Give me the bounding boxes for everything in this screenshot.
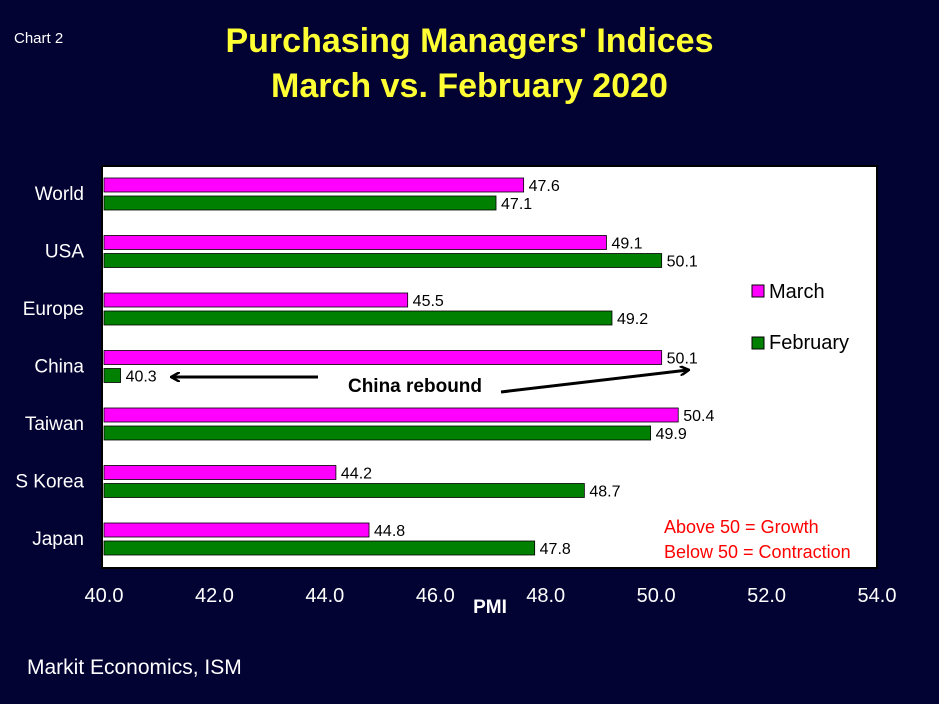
note-contraction: Below 50 = Contraction	[664, 542, 851, 562]
bar-march-taiwan	[103, 407, 679, 423]
data-label-march-china: 50.1	[667, 351, 698, 368]
bar-march-japan	[103, 522, 370, 538]
data-label-february-japan: 47.8	[540, 541, 571, 558]
bars-group: 47.647.1 49.1 50.1 45.5 49.2 50.1 40.3 50.449.9…	[103, 177, 714, 558]
plot-area	[101, 165, 878, 569]
category-label-taiwan: Taiwan	[25, 414, 84, 435]
x-tick-54-0: 54.0	[858, 585, 897, 607]
chart-title-line1: Purchasing Managers' Indices	[225, 22, 714, 60]
bar-february-usa	[103, 253, 663, 268]
x-tick-labels: 40.0 42.0 44.0 46.0 48.0 50.0 52.0 54.0	[85, 585, 897, 607]
data-label-march-usa: 49.1	[611, 236, 642, 253]
arrow-right	[500, 370, 688, 394]
chart-title-line2: March vs. February 2020	[271, 67, 668, 105]
x-tick-46-0: 46.0	[416, 585, 455, 607]
legend-swatch-february	[751, 336, 765, 350]
x-tick-42-0: 42.0	[195, 585, 234, 607]
bar-march-usa	[103, 235, 607, 250]
data-label-february-taiwan: 49.9	[656, 426, 687, 443]
data-label-february-world: 47.1	[501, 196, 532, 213]
bar-february-europe	[103, 310, 613, 326]
category-labels: World USA Europe China Taiwan S Korea Japan	[15, 184, 84, 550]
legend-label-march: March	[769, 281, 825, 303]
data-label-february-s-korea: 48.7	[589, 484, 620, 501]
data-label-march-europe: 45.5	[413, 293, 444, 310]
legend: March February	[751, 281, 849, 354]
bar-february-japan	[103, 540, 536, 556]
data-label-march-world: 47.6	[529, 178, 560, 195]
x-tick-40-0: 40.0	[85, 585, 124, 607]
legend-label-february: February	[769, 332, 849, 354]
bar-february-china	[103, 368, 121, 383]
bar-march-s-korea	[103, 465, 337, 480]
data-label-february-usa: 50.1	[667, 254, 698, 271]
bar-february-taiwan	[103, 425, 652, 441]
legend-swatch-march	[751, 284, 765, 298]
x-tick-48-0: 48.0	[526, 585, 565, 607]
data-label-march-japan: 44.8	[374, 523, 405, 540]
category-label-s-korea: S Korea	[15, 472, 84, 493]
chart-id-label: Chart 2	[14, 30, 64, 47]
bar-february-s-korea	[103, 483, 585, 498]
category-label-europe: Europe	[23, 299, 84, 320]
data-label-march-s-korea: 44.2	[341, 466, 372, 483]
x-tick-44-0: 44.0	[305, 585, 344, 607]
data-label-march-taiwan: 50.4	[683, 408, 714, 425]
x-tick-50-0: 50.0	[637, 585, 676, 607]
data-label-february-europe: 49.2	[617, 311, 648, 328]
data-label-february-china: 40.3	[126, 369, 157, 386]
x-tick-52-0: 52.0	[747, 585, 786, 607]
x-axis-label: PMI	[473, 597, 507, 618]
category-label-china: China	[34, 357, 84, 378]
source-note: Markit Economics, ISM	[27, 656, 242, 679]
bar-february-world	[103, 195, 497, 211]
bar-march-world	[103, 177, 525, 193]
note-growth: Above 50 = Growth	[664, 517, 819, 537]
bar-march-china	[103, 350, 663, 365]
category-label-world: World	[35, 184, 84, 205]
category-label-japan: Japan	[32, 529, 84, 550]
bar-march-europe	[103, 292, 409, 308]
china-rebound-label: China rebound	[348, 376, 482, 397]
category-label-usa: USA	[45, 242, 84, 263]
